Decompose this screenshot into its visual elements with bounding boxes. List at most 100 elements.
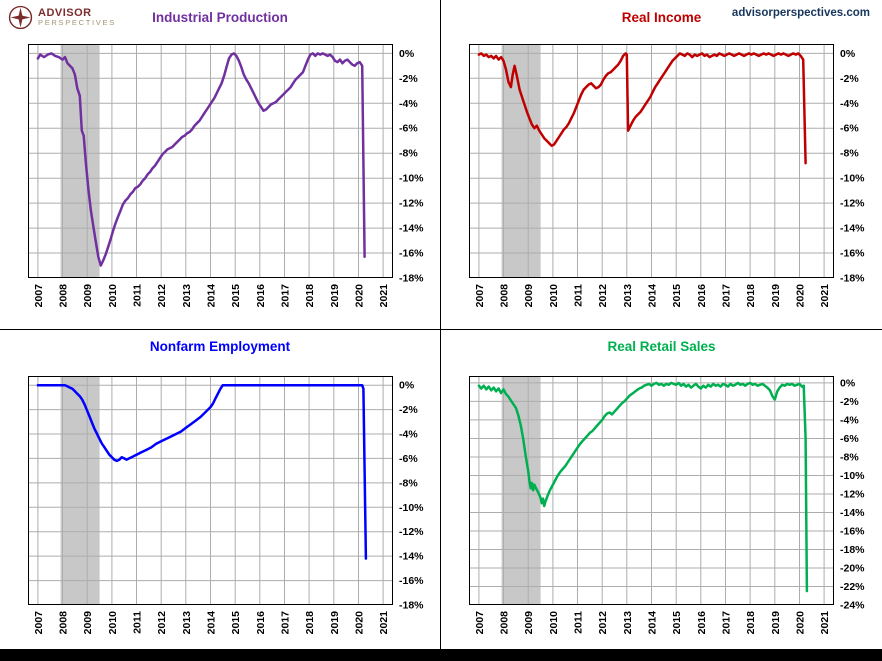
svg-text:2019: 2019 [770, 284, 782, 308]
svg-text:0%: 0% [399, 48, 415, 60]
industrial-production-plot: 0% -2% -4% -6% -8% -10% -12% -14% -16% -18% 2007 20… [28, 44, 441, 325]
svg-text:2020: 2020 [795, 611, 807, 635]
svg-text:-4%: -4% [399, 429, 418, 441]
svg-text:-10%: -10% [840, 470, 865, 482]
svg-text:-4%: -4% [840, 98, 859, 110]
advisor-perspectives-logo: ADVISOR PERSPECTIVES [8, 5, 116, 30]
svg-text:2021: 2021 [819, 611, 831, 635]
svg-text:-14%: -14% [399, 223, 424, 235]
svg-text:2013: 2013 [181, 284, 193, 308]
svg-text:2011: 2011 [573, 284, 585, 307]
svg-text:2018: 2018 [745, 611, 757, 635]
svg-text:-6%: -6% [399, 453, 418, 465]
svg-text:2014: 2014 [647, 284, 659, 308]
svg-text:2020: 2020 [795, 284, 807, 308]
svg-text:2020: 2020 [354, 611, 366, 635]
svg-text:2018: 2018 [745, 284, 757, 308]
svg-text:-14%: -14% [399, 551, 424, 563]
svg-text:-18%: -18% [840, 544, 865, 556]
svg-text:2009: 2009 [82, 284, 94, 308]
chart-title-real-income: Real Income [621, 10, 702, 25]
svg-text:2016: 2016 [255, 284, 267, 308]
svg-text:2016: 2016 [696, 611, 708, 635]
svg-text:-4%: -4% [840, 414, 859, 426]
svg-text:2018: 2018 [304, 284, 316, 308]
svg-text:2020: 2020 [354, 284, 366, 308]
svg-text:2017: 2017 [721, 611, 733, 635]
chart-panel-industrial-production: ADVISOR PERSPECTIVES Industrial Producti… [0, 0, 441, 330]
svg-text:2008: 2008 [58, 611, 70, 635]
svg-text:2019: 2019 [329, 611, 341, 635]
svg-text:2015: 2015 [230, 611, 242, 635]
svg-text:2008: 2008 [58, 284, 70, 308]
svg-text:2009: 2009 [523, 611, 535, 635]
svg-text:-10%: -10% [840, 173, 865, 185]
svg-text:-16%: -16% [840, 526, 865, 538]
svg-text:-16%: -16% [399, 248, 424, 260]
svg-text:2010: 2010 [107, 284, 119, 308]
svg-text:2013: 2013 [181, 611, 193, 635]
svg-text:0%: 0% [399, 380, 415, 392]
svg-text:2015: 2015 [230, 284, 242, 308]
svg-text:2017: 2017 [280, 611, 292, 635]
compass-icon [8, 5, 33, 30]
svg-text:0%: 0% [840, 377, 856, 389]
svg-text:-8%: -8% [840, 452, 859, 464]
svg-text:-8%: -8% [399, 477, 418, 489]
svg-text:2018: 2018 [304, 611, 316, 635]
svg-text:2014: 2014 [206, 284, 218, 308]
svg-text:0%: 0% [840, 48, 856, 60]
svg-text:2016: 2016 [255, 611, 267, 635]
svg-text:-16%: -16% [399, 575, 424, 587]
svg-text:2012: 2012 [156, 611, 168, 635]
svg-text:2007: 2007 [33, 611, 45, 635]
svg-text:2009: 2009 [82, 611, 94, 635]
svg-text:-14%: -14% [840, 223, 865, 235]
real-retail-sales-plot: 0% -2% -4% -6% -8% -10% -12% -14% -16% -18% -20% -2… [469, 376, 882, 652]
svg-text:-8%: -8% [840, 148, 859, 160]
svg-text:-6%: -6% [840, 123, 859, 135]
svg-text:2011: 2011 [132, 611, 144, 634]
logo-line-advisor: ADVISOR [38, 6, 92, 19]
svg-text:2021: 2021 [819, 284, 831, 308]
svg-text:-4%: -4% [399, 98, 418, 110]
svg-text:2011: 2011 [132, 284, 144, 307]
svg-text:2012: 2012 [597, 611, 609, 635]
svg-text:2021: 2021 [378, 284, 390, 308]
svg-text:-22%: -22% [840, 581, 865, 593]
svg-text:-6%: -6% [399, 123, 418, 135]
svg-text:-12%: -12% [840, 489, 865, 501]
svg-text:-18%: -18% [840, 273, 865, 285]
svg-text:-2%: -2% [399, 73, 418, 85]
svg-text:2017: 2017 [280, 284, 292, 308]
svg-text:-10%: -10% [399, 173, 424, 185]
svg-text:2007: 2007 [474, 284, 486, 308]
svg-text:2013: 2013 [622, 284, 634, 308]
svg-text:-10%: -10% [399, 502, 424, 514]
svg-text:2011: 2011 [573, 611, 585, 634]
svg-text:-8%: -8% [399, 148, 418, 160]
logo-text: ADVISOR PERSPECTIVES [38, 6, 116, 28]
svg-text:2021: 2021 [378, 611, 390, 635]
site-url-text: advisorperspectives.com [731, 7, 870, 19]
svg-text:2017: 2017 [721, 284, 733, 308]
svg-text:-18%: -18% [399, 273, 424, 285]
svg-text:2007: 2007 [33, 284, 45, 308]
svg-text:-12%: -12% [399, 198, 424, 210]
svg-text:2016: 2016 [696, 284, 708, 308]
real-income-plot: 0% -2% -4% -6% -8% -10% -12% -14% -16% -18% 2007 20… [469, 44, 882, 325]
svg-text:2014: 2014 [647, 611, 659, 635]
svg-text:2014: 2014 [206, 611, 218, 635]
svg-text:2013: 2013 [622, 611, 634, 635]
svg-text:2010: 2010 [548, 284, 560, 308]
chart-title-real-retail-sales: Real Retail Sales [607, 339, 716, 354]
svg-text:2007: 2007 [474, 611, 486, 635]
logo-line-perspectives: PERSPECTIVES [38, 18, 116, 28]
svg-text:2009: 2009 [523, 284, 535, 308]
nonfarm-employment-plot: 0% -2% -4% -6% -8% -10% -12% -14% -16% -18% 2007 20… [28, 376, 441, 652]
svg-text:2010: 2010 [107, 611, 119, 635]
svg-text:-14%: -14% [840, 507, 865, 519]
svg-text:2019: 2019 [329, 284, 341, 308]
svg-text:2012: 2012 [156, 284, 168, 308]
